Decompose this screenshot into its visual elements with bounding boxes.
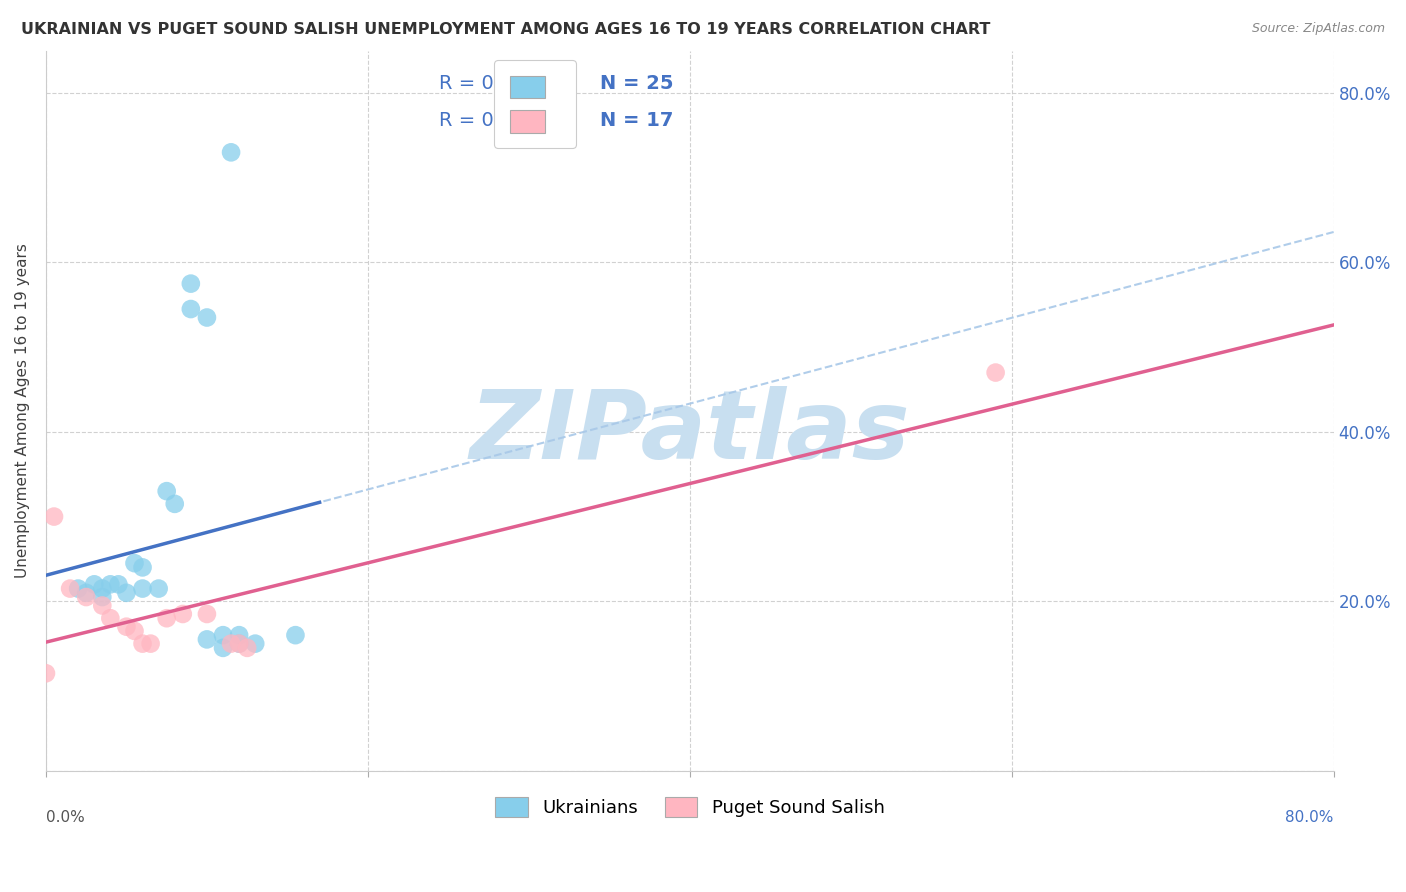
Point: [219, 145, 242, 160]
Point: [75, 590, 97, 604]
Point: [156, 484, 179, 499]
Text: 0.0%: 0.0%: [46, 810, 84, 825]
Point: [148, 582, 170, 596]
Point: [131, 560, 153, 574]
Point: [139, 637, 162, 651]
Text: UKRAINIAN VS PUGET SOUND SALISH UNEMPLOYMENT AMONG AGES 16 TO 19 YEARS CORRELATI: UKRAINIAN VS PUGET SOUND SALISH UNEMPLOY…: [21, 22, 990, 37]
Text: R = 0.739: R = 0.739: [439, 111, 537, 130]
Text: ZIPatlas: ZIPatlas: [470, 385, 910, 479]
Point: [131, 637, 153, 651]
Point: [195, 632, 218, 647]
Point: [284, 628, 307, 642]
Point: [42, 509, 65, 524]
Point: [115, 620, 138, 634]
Point: [98, 577, 121, 591]
Point: [195, 310, 218, 325]
Point: [35, 666, 58, 681]
Point: [245, 637, 267, 651]
Point: [236, 640, 259, 655]
Text: Source: ZipAtlas.com: Source: ZipAtlas.com: [1251, 22, 1385, 36]
Point: [180, 301, 202, 316]
Text: R = 0.236: R = 0.236: [439, 73, 537, 93]
Text: N = 25: N = 25: [600, 73, 673, 93]
Point: [124, 556, 146, 570]
Point: [228, 637, 250, 651]
Text: N = 17: N = 17: [600, 111, 673, 130]
Point: [228, 637, 250, 651]
Point: [115, 586, 138, 600]
Point: [107, 577, 129, 591]
Point: [219, 637, 242, 651]
Point: [984, 366, 1007, 380]
Point: [212, 628, 235, 642]
Point: [124, 624, 146, 638]
Point: [59, 582, 82, 596]
Point: [83, 577, 105, 591]
Point: [98, 611, 121, 625]
Point: [75, 586, 97, 600]
Text: 80.0%: 80.0%: [1285, 810, 1334, 825]
Point: [228, 628, 250, 642]
Point: [172, 607, 194, 621]
Point: [131, 582, 153, 596]
Point: [180, 277, 202, 291]
Point: [91, 590, 114, 604]
Y-axis label: Unemployment Among Ages 16 to 19 years: Unemployment Among Ages 16 to 19 years: [15, 244, 30, 578]
Point: [156, 611, 179, 625]
Legend: Ukrainians, Puget Sound Salish: Ukrainians, Puget Sound Salish: [486, 788, 894, 827]
Point: [91, 599, 114, 613]
Point: [163, 497, 186, 511]
Point: [212, 640, 235, 655]
Point: [91, 582, 114, 596]
Point: [195, 607, 218, 621]
Point: [67, 582, 90, 596]
